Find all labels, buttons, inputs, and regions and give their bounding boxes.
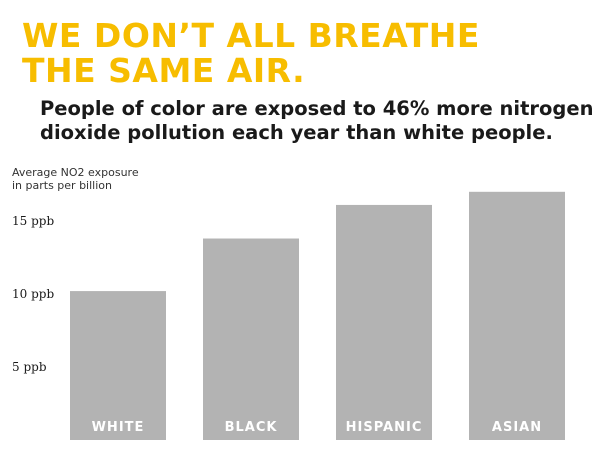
- y-tick-label-15: 15 ppb: [12, 214, 54, 228]
- category-label-hispanic: HISPANIC: [346, 420, 423, 435]
- y-axis-label: Average NO2 exposure in parts per billio…: [12, 166, 212, 192]
- bar-white: [70, 291, 166, 440]
- headline-line-2: THE SAME AIR.: [22, 51, 306, 90]
- y-axis-label-line-1: Average NO2 exposure: [12, 166, 139, 179]
- subheadline-line-2: dioxide pollution each year than white p…: [40, 121, 553, 144]
- bar-black: [203, 238, 299, 440]
- y-axis-label-line-2: in parts per billion: [12, 179, 112, 192]
- subheadline: People of color are exposed to 46% more …: [40, 97, 595, 145]
- y-tick-label-10: 10 ppb: [12, 287, 54, 301]
- subheadline-line-1: People of color are exposed to 46% more …: [40, 97, 594, 120]
- category-label-asian: ASIAN: [492, 420, 542, 435]
- bar-asian: [469, 191, 565, 440]
- category-label-black: BLACK: [225, 420, 278, 435]
- headline: WE DON’T ALL BREATHE THE SAME AIR.: [22, 18, 582, 88]
- headline-line-1: WE DON’T ALL BREATHE: [22, 16, 480, 55]
- bar-hispanic: [336, 204, 432, 440]
- category-label-white: WHITE: [92, 420, 145, 435]
- y-tick-label-5: 5 ppb: [12, 360, 47, 374]
